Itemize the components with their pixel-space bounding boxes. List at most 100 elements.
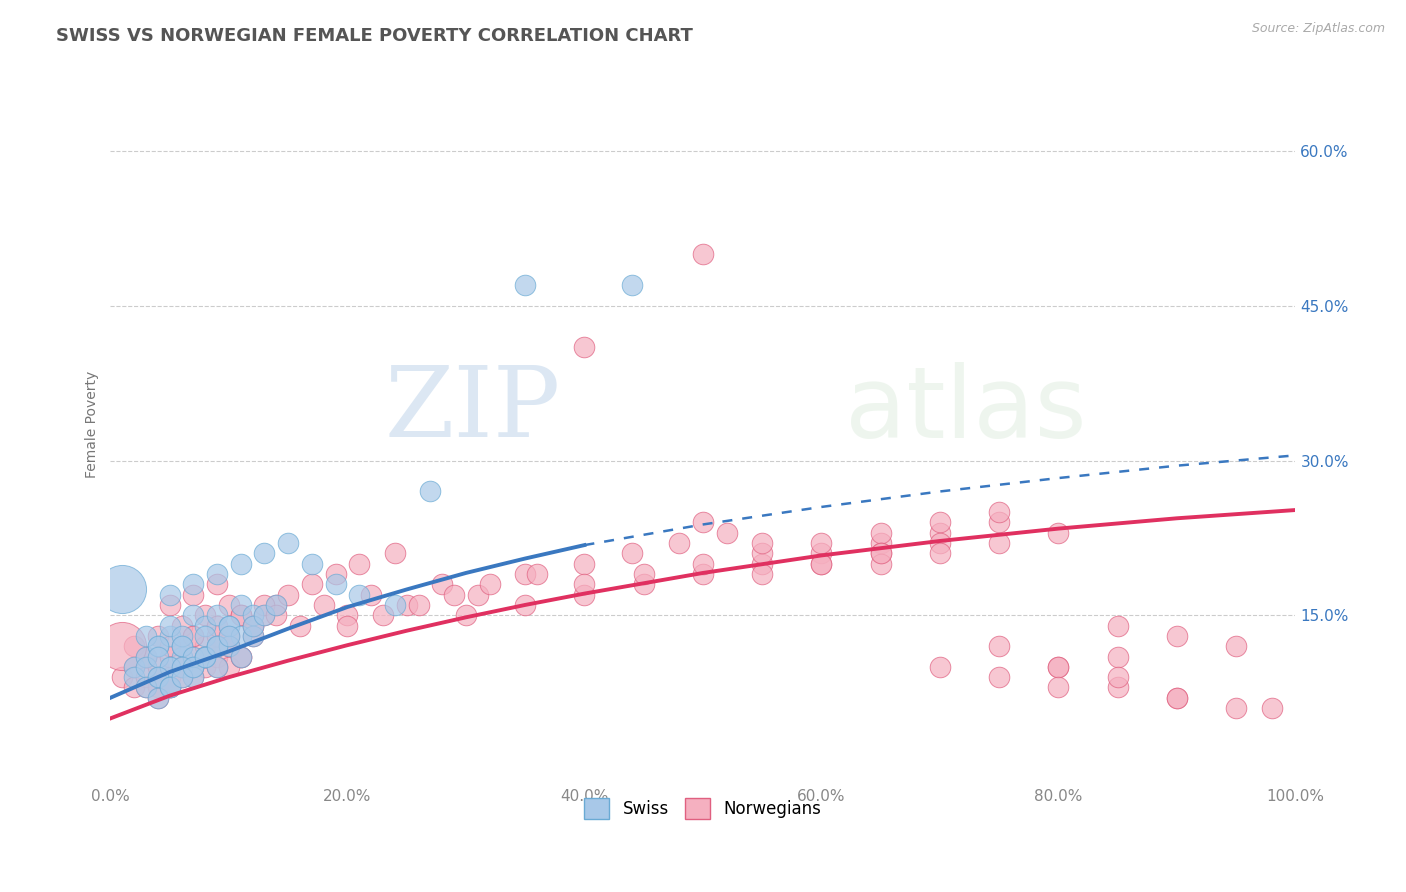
Point xyxy=(395,598,418,612)
Point xyxy=(194,608,217,623)
Point xyxy=(349,588,371,602)
Point xyxy=(146,670,169,684)
Point xyxy=(253,608,276,623)
Point xyxy=(170,660,193,674)
Point xyxy=(170,618,193,632)
Point xyxy=(301,557,323,571)
Point xyxy=(229,649,252,664)
Point xyxy=(170,639,193,653)
Point xyxy=(988,536,1011,550)
Point xyxy=(194,649,217,664)
Point xyxy=(929,660,952,674)
Point xyxy=(159,588,181,602)
Point xyxy=(135,649,157,664)
Point xyxy=(146,649,169,664)
Point xyxy=(869,557,891,571)
Point xyxy=(716,525,738,540)
Point xyxy=(218,639,240,653)
Point xyxy=(478,577,501,591)
Point xyxy=(692,566,714,581)
Point xyxy=(574,557,596,571)
Point xyxy=(515,598,537,612)
Point xyxy=(242,618,264,632)
Point xyxy=(194,649,217,664)
Point xyxy=(301,577,323,591)
Point xyxy=(242,608,264,623)
Point xyxy=(122,670,145,684)
Point xyxy=(146,681,169,695)
Point xyxy=(515,278,537,293)
Point xyxy=(515,566,537,581)
Point xyxy=(146,660,169,674)
Point xyxy=(751,557,773,571)
Point xyxy=(183,660,205,674)
Point xyxy=(205,660,228,674)
Point xyxy=(988,516,1011,530)
Legend: Swiss, Norwegians: Swiss, Norwegians xyxy=(578,792,828,825)
Point xyxy=(146,670,169,684)
Point xyxy=(170,649,193,664)
Point xyxy=(384,546,406,560)
Point xyxy=(194,618,217,632)
Point xyxy=(751,536,773,550)
Point xyxy=(229,629,252,643)
Point xyxy=(620,546,643,560)
Point xyxy=(183,629,205,643)
Point xyxy=(183,660,205,674)
Point xyxy=(135,649,157,664)
Point xyxy=(408,598,430,612)
Point xyxy=(183,649,205,664)
Point xyxy=(277,536,299,550)
Point xyxy=(371,608,394,623)
Point xyxy=(574,340,596,354)
Point xyxy=(349,557,371,571)
Point xyxy=(360,588,382,602)
Point xyxy=(751,546,773,560)
Point xyxy=(1107,618,1129,632)
Point xyxy=(218,618,240,632)
Point xyxy=(146,639,169,653)
Point xyxy=(183,588,205,602)
Point xyxy=(159,681,181,695)
Point xyxy=(122,639,145,653)
Point xyxy=(159,639,181,653)
Point xyxy=(1166,690,1188,705)
Point xyxy=(122,660,145,674)
Point xyxy=(205,639,228,653)
Point xyxy=(159,660,181,674)
Point xyxy=(159,681,181,695)
Point xyxy=(229,649,252,664)
Point xyxy=(135,681,157,695)
Point xyxy=(242,618,264,632)
Point xyxy=(266,598,288,612)
Point xyxy=(170,639,193,653)
Point xyxy=(1166,629,1188,643)
Point xyxy=(183,670,205,684)
Point xyxy=(869,536,891,550)
Point xyxy=(929,525,952,540)
Point xyxy=(170,660,193,674)
Point xyxy=(988,505,1011,519)
Point xyxy=(111,670,134,684)
Point xyxy=(229,557,252,571)
Point xyxy=(1261,701,1284,715)
Point xyxy=(183,577,205,591)
Point xyxy=(146,639,169,653)
Point xyxy=(183,649,205,664)
Point xyxy=(218,618,240,632)
Point xyxy=(692,516,714,530)
Point xyxy=(1166,690,1188,705)
Point xyxy=(574,588,596,602)
Point xyxy=(183,608,205,623)
Point xyxy=(205,618,228,632)
Point xyxy=(929,546,952,560)
Point xyxy=(1047,660,1070,674)
Point xyxy=(242,618,264,632)
Point xyxy=(146,629,169,643)
Point xyxy=(135,660,157,674)
Point xyxy=(1107,681,1129,695)
Point xyxy=(194,629,217,643)
Point xyxy=(312,598,335,612)
Point xyxy=(266,608,288,623)
Point xyxy=(633,566,655,581)
